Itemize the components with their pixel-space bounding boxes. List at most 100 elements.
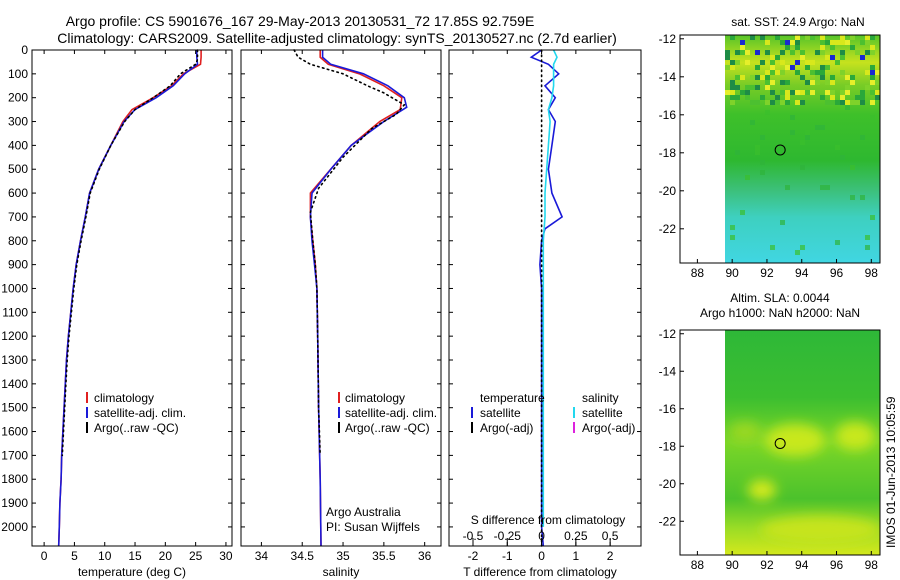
sst-heatmap-cell	[830, 100, 835, 105]
temperature-x-ticks: 0 5 10 15 20 25 30	[41, 50, 233, 563]
sst-heatmap-cell	[725, 90, 730, 95]
sst-heatmap-cell	[875, 70, 880, 75]
legend-label-sal-argo: Argo(-adj)	[582, 421, 635, 435]
map-y-tick-label: -12	[659, 32, 677, 46]
sst-heatmap-cell	[730, 35, 735, 40]
sst-heatmap-cell	[740, 50, 745, 55]
map-x-tick-label: 92	[760, 558, 774, 572]
legend-label-argo: Argo(..raw -QC)	[94, 421, 179, 435]
sst-heatmap-cell	[760, 170, 765, 175]
sst-heatmap-cell	[810, 90, 815, 95]
series-line-climatology	[309, 50, 403, 547]
legend-label-satellite-adj: satellite-adj. clim.	[345, 406, 437, 420]
sst-heatmap-cell	[860, 135, 865, 140]
sst-heatmap-cell	[755, 75, 760, 80]
map-x-tick-label: 92	[760, 266, 774, 280]
sst-heatmap-cell	[740, 90, 745, 95]
legend-label-temp-argo: Argo(-adj)	[480, 421, 533, 435]
sst-heatmap-cell	[800, 140, 805, 145]
sst-heatmap-cell	[800, 165, 805, 170]
x-tick-label: 1	[573, 549, 580, 563]
sst-heatmap-cell	[740, 45, 745, 50]
sla-map-title: Altim. SLA: 0.0044	[730, 291, 830, 305]
difference-x-axis-label: T difference from climatology	[463, 565, 617, 579]
sst-heatmap-cell	[820, 95, 825, 100]
sst-heatmap-cell	[870, 100, 875, 105]
sst-heatmap-cell	[770, 60, 775, 65]
header-line-1: Argo profile: CS 5901676_167 29-May-2013…	[66, 13, 535, 29]
sst-heatmap-cell	[850, 80, 855, 85]
sst-map-panel: sat. SST: 24.9 Argo: NaN 88 90 92 94 96 98 -1…	[659, 15, 881, 280]
map-y-tick-label: -20	[659, 477, 677, 491]
temperature-legend: climatology satellite-adj. clim. Argo(..…	[86, 391, 186, 435]
sst-heatmap-cell	[865, 70, 870, 75]
difference-panel: -2 -1 0 1 2 -0.5 -0.25 0 0.25 0.5 S difference f…	[448, 49, 642, 579]
sst-heatmap-cell	[860, 95, 865, 100]
sst-heatmap-cell	[830, 90, 835, 95]
sst-heatmap-cell	[785, 90, 790, 95]
sst-heatmap-background	[725, 35, 880, 263]
sst-heatmap-cell	[815, 50, 820, 55]
x-tick-label: 0	[41, 549, 48, 563]
sst-heatmap-cell	[795, 90, 800, 95]
sst-heatmap-cell	[760, 135, 765, 140]
x-tick-label: 2	[607, 549, 614, 563]
sst-heatmap-cell	[805, 65, 810, 70]
map-y-tick-label: -14	[659, 70, 677, 84]
sst-heatmap-cell	[870, 70, 875, 75]
sst-heatmap-cell	[855, 95, 860, 100]
sst-map-title: sat. SST: 24.9 Argo: NaN	[731, 15, 864, 29]
sst-heatmap-cell	[780, 90, 785, 95]
sst-heatmap-cell	[760, 75, 765, 80]
sst-heatmap-cell	[815, 80, 820, 85]
sst-heatmap-cell	[870, 90, 875, 95]
x-tick-label: 20	[159, 549, 173, 563]
legend-swatch-climatology	[86, 392, 88, 403]
sst-heatmap-cell	[820, 45, 825, 50]
sst-heatmap-cell	[850, 165, 855, 170]
x-tick-label: 30	[219, 549, 233, 563]
sst-heatmap-cell	[805, 130, 810, 135]
sst-heatmap-cell	[865, 235, 870, 240]
sst-heatmap-cell	[855, 100, 860, 105]
series-line-climatology	[57, 50, 202, 547]
sst-heatmap-cell	[790, 115, 795, 120]
temperature-x-axis-label: temperature (deg C)	[78, 565, 186, 579]
legend-label-climatology: climatology	[345, 391, 405, 405]
sst-heatmap-cell	[865, 85, 870, 90]
sst-heatmap-cell	[825, 80, 830, 85]
map-y-tick-label: -18	[659, 146, 677, 160]
sst-heatmap-cell	[765, 75, 770, 80]
sst-heatmap-cell	[830, 80, 835, 85]
salinity-legend: climatology satellite-adj. clim. Argo(..…	[338, 391, 437, 435]
series-line-salinity-satellite	[542, 49, 558, 527]
sst-heatmap-cell	[800, 50, 805, 55]
y-tick-label: 100	[8, 67, 28, 81]
header-line-2: Climatology: CARS2009. Satellite-adjuste…	[57, 30, 617, 46]
sst-heatmap-cell	[815, 75, 820, 80]
map-y-tick-label: -22	[659, 514, 677, 528]
x-tick-label: 36	[418, 549, 432, 563]
side-timestamp-stamp: IMOS 01-Jun-2013 10:05:59	[884, 396, 898, 548]
sst-heatmap-cell	[790, 40, 795, 45]
sst-heatmap-cell	[730, 80, 735, 85]
salinity-series	[293, 49, 408, 547]
sla-axes-frame	[679, 329, 881, 556]
sst-heatmap-cell	[765, 100, 770, 105]
sst-heatmap-cell	[860, 55, 865, 60]
sst-heatmap-cell	[840, 70, 845, 75]
sst-heatmap-cell	[795, 35, 800, 40]
y-tick-label: 600	[8, 186, 28, 200]
sst-heatmap-cell	[790, 65, 795, 70]
sst-heatmap-cell	[820, 185, 825, 190]
sst-heatmap-cell	[785, 45, 790, 50]
map-x-tick-label: 96	[830, 558, 844, 572]
sst-heatmap-cell	[770, 100, 775, 105]
salinity-axes-frame	[240, 49, 442, 547]
sst-y-ticks: -12 -14 -16 -18 -20 -22	[659, 32, 684, 236]
legend-swatch-satellite-adj	[86, 407, 88, 418]
x-tick-label: 15	[128, 549, 142, 563]
salinity-x-ticks: 34 34.5 35 35.5 36	[255, 50, 432, 563]
sst-heatmap-cell	[870, 45, 875, 50]
legend-swatch-argo	[86, 422, 88, 433]
